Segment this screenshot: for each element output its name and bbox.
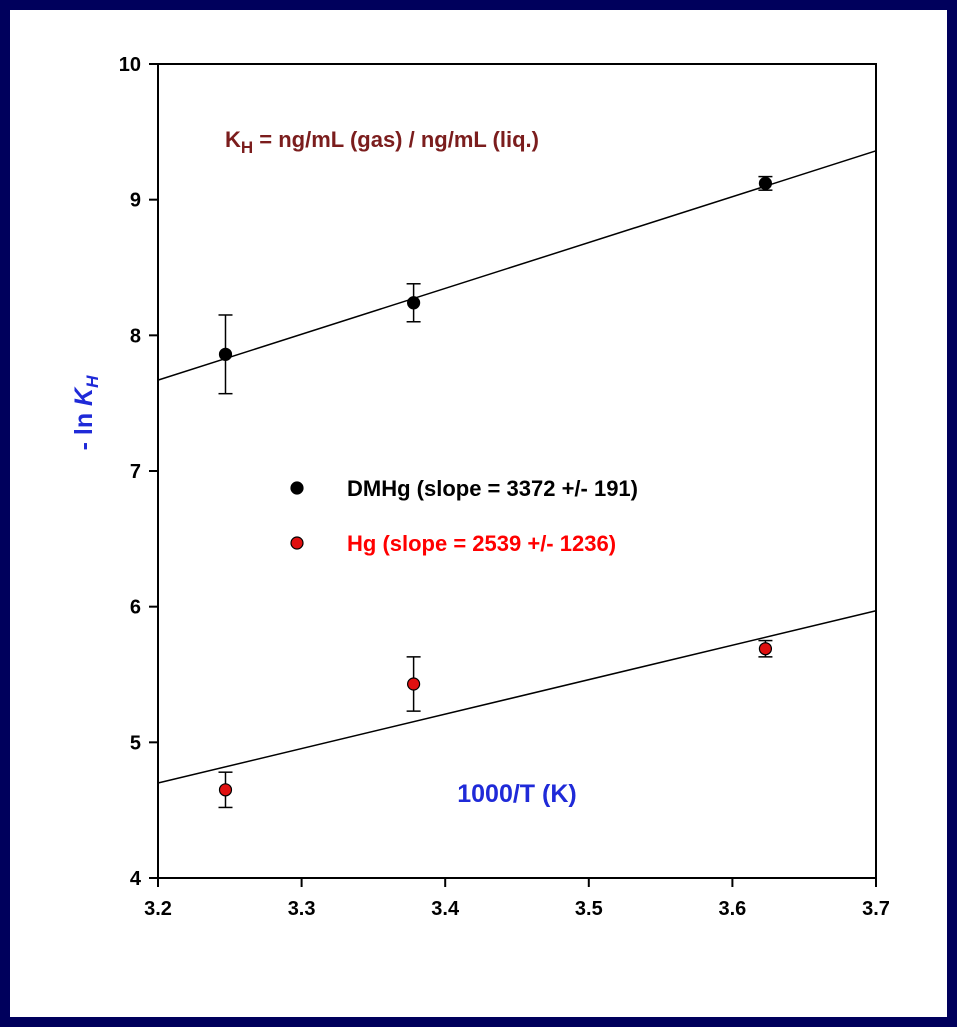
x-axis-title: 1000/T (K) — [457, 780, 576, 808]
x-tick-label: 3.6 — [718, 898, 746, 920]
slide-panel: 3.2 3.3 3.4 3.5 3.6 3.7 4 5 6 7 8 9 10 DMHg (slope = … — [10, 10, 947, 1017]
henry-constant-annotation: KH = ng/mL (gas) / ng/mL (liq.) — [225, 127, 539, 157]
dmhg-legend-label: DMHg (slope = 3372 +/- 191) — [347, 476, 638, 501]
y-tick-label: 4 — [130, 868, 142, 890]
y-tick-label: 8 — [130, 325, 141, 347]
hg-fit-line — [157, 610, 877, 784]
hg-legend-label: Hg (slope = 2539 +/- 1236) — [347, 531, 616, 556]
chart: 3.2 3.3 3.4 3.5 3.6 3.7 4 5 6 7 8 9 10 DMHg (slope = … — [70, 54, 890, 920]
y-tick-label: 10 — [119, 54, 141, 76]
y-axis-title: - ln KH — [70, 375, 102, 451]
dmhg-fit-line — [157, 150, 877, 381]
hg-point — [218, 783, 233, 797]
y-tick-label: 9 — [130, 190, 141, 212]
dmhg-point — [407, 296, 421, 310]
y-tick-label: 6 — [130, 597, 141, 619]
dmhg-point — [758, 176, 773, 190]
y-tick-label: 7 — [130, 461, 141, 483]
hg-legend-marker — [290, 536, 304, 550]
x-tick-label: 3.4 — [431, 898, 460, 920]
dmhg-legend-marker — [290, 481, 304, 495]
x-tick-label: 3.2 — [144, 898, 172, 920]
dmhg-point — [218, 347, 233, 361]
x-tick-label: 3.3 — [288, 898, 316, 920]
hg-point — [407, 677, 421, 691]
hg-point — [758, 642, 773, 656]
x-tick-label: 3.5 — [575, 898, 603, 920]
x-tick-label: 3.7 — [862, 898, 890, 920]
y-tick-label: 5 — [130, 732, 141, 754]
